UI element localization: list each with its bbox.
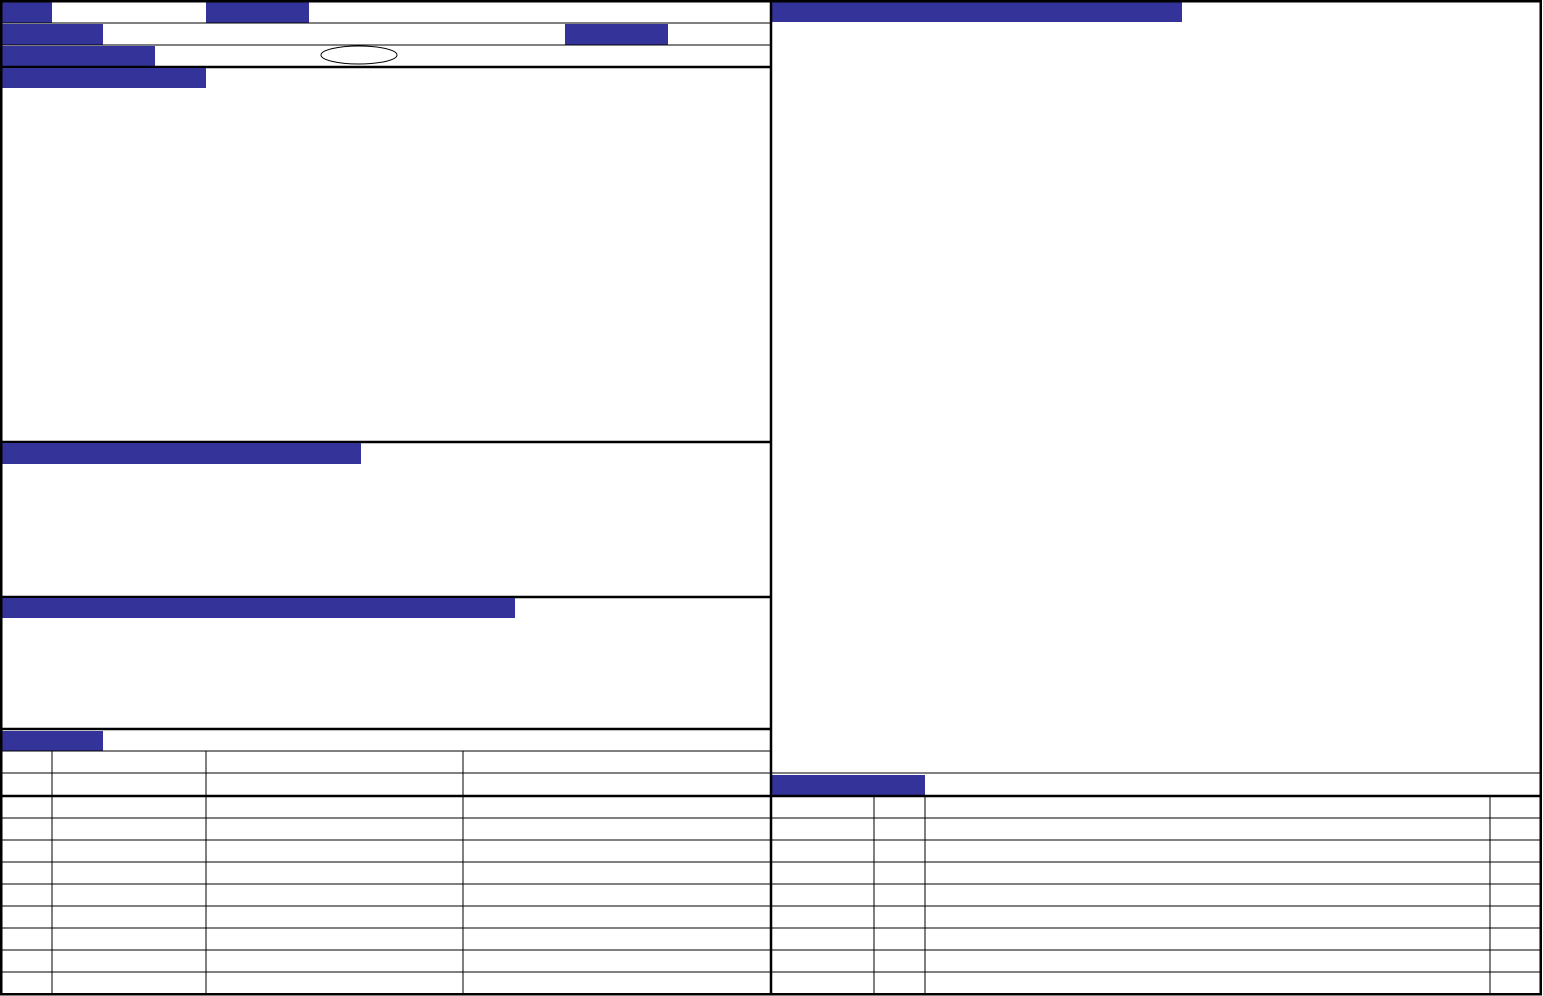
section-header: [2, 731, 103, 751]
section-header: [2, 443, 361, 464]
section-header: [772, 775, 925, 795]
header-label: [206, 2, 309, 23]
section-header: [2, 598, 515, 618]
header-label: [2, 46, 155, 66]
header-label: [2, 2, 52, 23]
section-header: [2, 68, 206, 88]
header-label: [2, 24, 103, 45]
oval-field: [320, 45, 398, 65]
section-header: [772, 2, 1182, 22]
header-label: [565, 24, 668, 45]
